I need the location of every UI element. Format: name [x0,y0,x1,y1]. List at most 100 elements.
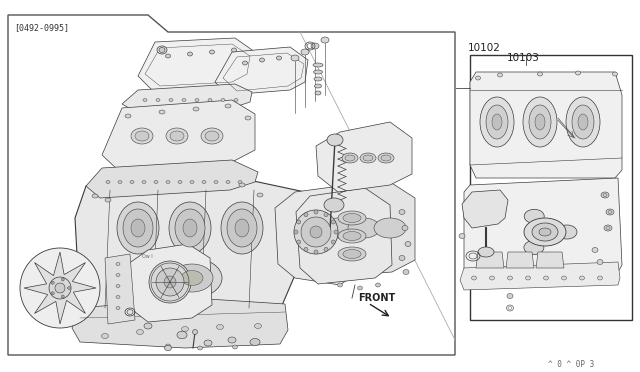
Ellipse shape [294,210,338,254]
Ellipse shape [338,247,366,261]
Ellipse shape [164,345,172,351]
Ellipse shape [221,99,225,102]
Polygon shape [316,122,412,192]
Ellipse shape [524,209,544,223]
Ellipse shape [301,49,309,55]
Ellipse shape [343,231,361,241]
Ellipse shape [226,180,230,183]
Ellipse shape [232,345,237,349]
Ellipse shape [575,71,580,75]
Ellipse shape [538,72,543,76]
Ellipse shape [169,99,173,102]
Polygon shape [102,100,255,170]
Ellipse shape [118,180,122,183]
Ellipse shape [337,283,342,287]
Text: 10102: 10102 [468,43,501,53]
Ellipse shape [543,276,548,280]
Text: [0492-0995]: [0492-0995] [14,23,69,32]
Ellipse shape [201,128,223,144]
Ellipse shape [67,286,70,289]
Polygon shape [536,252,564,268]
Polygon shape [128,244,212,322]
Ellipse shape [182,99,186,102]
Ellipse shape [61,278,64,281]
Ellipse shape [478,247,494,257]
Polygon shape [215,47,308,95]
Ellipse shape [255,324,262,328]
Ellipse shape [314,210,318,214]
Ellipse shape [178,180,182,183]
Ellipse shape [116,295,120,298]
Polygon shape [8,15,455,355]
Ellipse shape [131,219,145,237]
Ellipse shape [170,131,184,141]
Ellipse shape [566,97,600,147]
Ellipse shape [193,107,199,111]
Ellipse shape [378,153,394,163]
Ellipse shape [225,104,231,108]
Polygon shape [462,190,508,228]
Text: Ow l: Ow l [142,254,152,259]
Ellipse shape [182,327,189,331]
Ellipse shape [257,193,263,197]
Polygon shape [476,252,504,268]
Ellipse shape [301,217,331,247]
Ellipse shape [532,223,558,241]
Polygon shape [296,188,392,284]
Ellipse shape [612,72,618,76]
Ellipse shape [403,269,409,275]
Ellipse shape [399,209,405,215]
Ellipse shape [348,218,380,238]
Ellipse shape [597,260,603,264]
Ellipse shape [314,84,321,88]
Polygon shape [296,182,415,278]
Ellipse shape [480,97,514,147]
Ellipse shape [539,228,551,236]
Ellipse shape [102,334,109,339]
Ellipse shape [497,73,502,77]
Ellipse shape [314,250,318,254]
Ellipse shape [154,180,158,183]
Ellipse shape [135,131,149,141]
Ellipse shape [304,247,308,251]
Ellipse shape [405,241,411,247]
Ellipse shape [324,247,328,251]
Ellipse shape [221,202,263,254]
Ellipse shape [606,209,614,215]
Ellipse shape [235,219,249,237]
Ellipse shape [116,263,120,266]
Polygon shape [105,254,135,324]
Ellipse shape [156,268,184,296]
Ellipse shape [321,37,329,43]
Ellipse shape [601,192,609,198]
Ellipse shape [486,105,508,139]
Ellipse shape [603,193,607,196]
Polygon shape [464,178,622,278]
Ellipse shape [334,230,338,234]
Polygon shape [506,252,534,268]
Ellipse shape [205,131,219,141]
Ellipse shape [376,283,381,287]
Ellipse shape [592,247,598,253]
Ellipse shape [525,276,531,280]
Ellipse shape [166,344,170,348]
Polygon shape [24,252,96,324]
Ellipse shape [238,180,242,183]
Ellipse shape [51,281,54,284]
Ellipse shape [345,155,355,161]
Ellipse shape [604,225,612,231]
Ellipse shape [209,50,214,54]
Ellipse shape [234,99,238,102]
Ellipse shape [606,227,610,230]
Ellipse shape [116,285,120,288]
Ellipse shape [374,218,406,238]
Ellipse shape [159,110,165,114]
Ellipse shape [232,48,237,52]
Ellipse shape [116,307,120,310]
Ellipse shape [149,261,191,303]
Ellipse shape [169,202,211,254]
Ellipse shape [297,220,301,224]
Ellipse shape [20,248,100,328]
Ellipse shape [171,264,213,292]
Ellipse shape [459,234,465,238]
